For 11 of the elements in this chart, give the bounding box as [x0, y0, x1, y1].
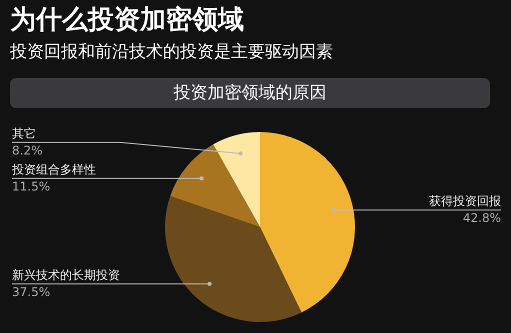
slice-label: 其它: [12, 126, 36, 140]
data-label: 8.2%: [12, 143, 42, 158]
text: 投资加密领域的原因: [10, 78, 490, 108]
data-label: 42.8%: [462, 211, 501, 226]
slice-label: 获得投资回报: [429, 194, 501, 208]
slice-label: 新兴技术的长期投资: [12, 268, 120, 282]
data-label: 37.5%: [12, 284, 50, 299]
chart-title: 为什么投资加密领域: [10, 4, 244, 37]
data-label: 11.5%: [12, 179, 50, 194]
slice-label: 投资组合多样性: [11, 162, 96, 176]
chart-subtitle: 投资回报和前沿技术的投资是主要驱动因素: [10, 41, 333, 63]
